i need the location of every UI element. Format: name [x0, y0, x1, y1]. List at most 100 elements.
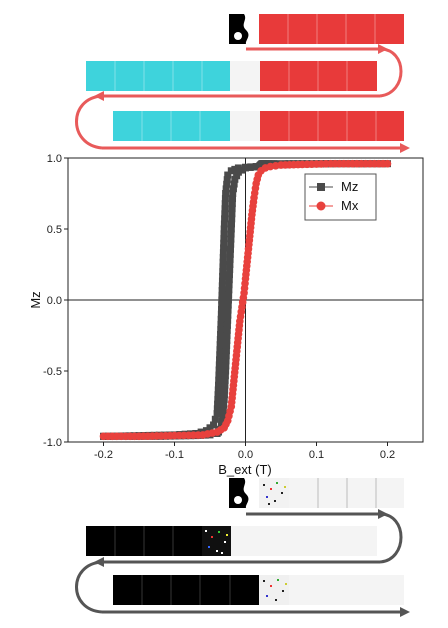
data-point-mz	[223, 180, 231, 188]
snapshot-red-cells	[260, 111, 404, 141]
data-point-mz	[224, 171, 232, 179]
data-point-mz	[215, 381, 223, 389]
data-point-mz	[219, 258, 227, 266]
arrowhead-left-icon	[94, 91, 104, 101]
data-point-mz	[233, 172, 241, 180]
snapshot-black-cells	[86, 526, 202, 556]
data-point-mz	[228, 215, 236, 223]
data-point-mz	[229, 195, 237, 203]
legend-label-mx: Mx	[341, 198, 359, 213]
x-tick-label: -0.2	[94, 449, 113, 461]
snapshot-domain-black	[229, 14, 249, 44]
legend-box	[304, 173, 377, 221]
data-point-mz	[214, 391, 222, 399]
data-point-mz	[223, 337, 231, 345]
arrow-curve-right	[379, 47, 403, 98]
data-point-mx	[383, 159, 392, 168]
axis-ticks: -0.2 -0.1 0.0 0.1 0.2 -1.0 -0.5 0.0 0.5 1.0	[43, 153, 395, 461]
data-point-mz	[217, 421, 225, 429]
snapshot-white-cell	[230, 61, 260, 91]
data-point-mz	[214, 386, 222, 394]
arrowhead-right-icon	[378, 44, 388, 54]
snapshot-domain-hole	[234, 496, 242, 504]
bottom-cell-dividers	[114, 478, 377, 605]
data-point-mz	[216, 351, 224, 359]
snapshot-cyan-cells	[113, 111, 230, 141]
data-point-mz	[215, 371, 223, 379]
y-tick-label: -0.5	[43, 366, 62, 378]
snapshot-noise-speckle	[205, 530, 228, 554]
snapshot-red-cells	[259, 14, 404, 44]
data-point-mz	[218, 277, 226, 285]
data-point-mz	[224, 316, 232, 324]
data-point-mz	[210, 421, 218, 429]
data-point-mz	[219, 249, 227, 257]
data-point-mz	[220, 395, 228, 403]
data-point-mz	[211, 415, 219, 423]
data-point-mz	[224, 311, 232, 319]
arrowhead-right-icon	[400, 607, 410, 617]
data-point-mz	[217, 315, 225, 323]
data-point-mz	[222, 357, 230, 365]
snapshot-red-cells	[260, 61, 377, 91]
data-point-mz	[220, 220, 228, 228]
x-tick-label: 0.1	[309, 449, 324, 461]
data-point-mz	[227, 230, 235, 238]
data-point-mz	[221, 372, 229, 380]
legend-marker-mz	[317, 183, 325, 191]
data-point-mz	[228, 220, 236, 228]
bottom-row-1	[229, 478, 404, 508]
y-tick-label: 0.0	[47, 295, 62, 307]
data-point-mz	[220, 244, 228, 252]
data-point-mz	[222, 362, 230, 370]
data-point-mz	[231, 175, 239, 183]
y-axis-label: Mz	[28, 291, 43, 308]
data-point-mz	[223, 342, 231, 350]
data-point-mz	[215, 361, 223, 369]
top-row-2	[86, 61, 377, 91]
legend-label-mz: Mz	[341, 179, 358, 194]
data-point-mz	[217, 310, 225, 318]
data-point-mz	[227, 167, 235, 175]
top-row-1	[229, 14, 404, 44]
y-tick-label: 1.0	[47, 153, 62, 165]
data-point-mz	[226, 261, 234, 268]
data-point-mz	[226, 266, 234, 274]
data-point-mz	[218, 305, 226, 313]
data-point-mz	[214, 395, 222, 403]
data-point-mz	[224, 306, 232, 314]
data-point-mz	[223, 176, 231, 184]
arrow-curve-left	[75, 94, 103, 150]
data-point-mz	[221, 381, 229, 389]
legend-marker-mx	[316, 201, 326, 211]
x-tick-label: 0.0	[238, 449, 253, 461]
data-point-mz	[216, 341, 224, 349]
data-point-mz	[227, 235, 235, 243]
data-point-mz	[219, 412, 227, 420]
data-point-mz	[222, 367, 230, 375]
data-point-mz	[229, 190, 237, 197]
data-point-mz	[234, 164, 242, 172]
data-point-mz	[222, 185, 230, 193]
data-point-mz	[221, 386, 229, 394]
data-point-mz	[221, 376, 229, 384]
data-point-mz	[218, 287, 226, 295]
data-point-mz	[228, 210, 236, 218]
data-point-mz	[215, 376, 223, 384]
data-point-mz	[216, 356, 224, 364]
data-point-mz	[231, 165, 239, 173]
data-point-mz	[222, 347, 230, 355]
data-point-mz	[234, 168, 242, 176]
data-point-mz	[221, 215, 229, 223]
data-point-mz	[218, 301, 226, 309]
data-point-mz	[225, 281, 233, 289]
x-tick-label: 0.2	[380, 449, 395, 461]
data-point-mz	[238, 166, 246, 174]
data-point-mz	[229, 185, 237, 193]
data-point-mz	[222, 190, 230, 197]
legend: Mz Mx	[304, 173, 377, 221]
bottom-arrow-heads	[94, 509, 410, 617]
data-point-mz	[230, 180, 238, 188]
snapshot-white-cells	[231, 526, 377, 556]
